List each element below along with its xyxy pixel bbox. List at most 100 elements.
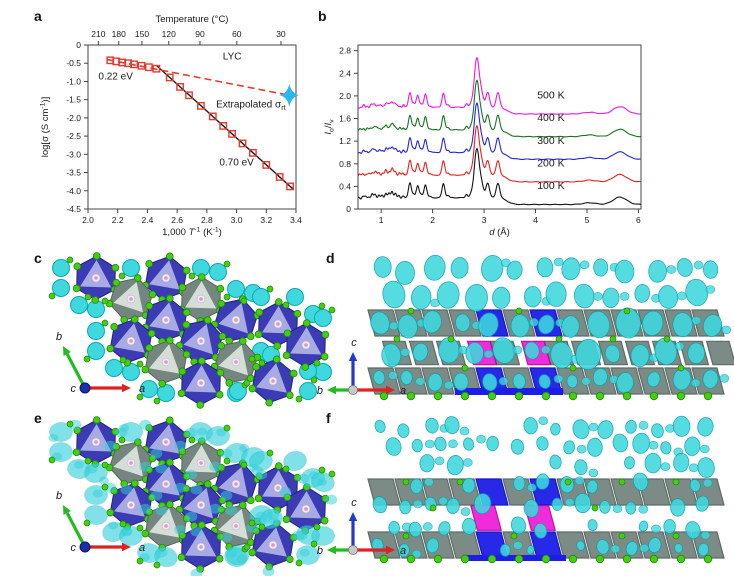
isosurface-structure bbox=[367, 254, 734, 401]
y-axis-title: Io/Iv bbox=[323, 119, 336, 135]
panel-label-f: f bbox=[326, 410, 331, 426]
svg-text:0.4: 0.4 bbox=[339, 181, 351, 191]
annotation-1: 0.22 eV bbox=[98, 72, 133, 83]
panel-e-structure-isosurface-top-view: b a c bbox=[48, 416, 338, 576]
chlorine-atoms bbox=[379, 307, 713, 401]
trace-label-100k: 100 K bbox=[537, 180, 564, 192]
axis-indicator: c b a bbox=[317, 497, 406, 557]
panel-label-b: b bbox=[318, 8, 327, 24]
panel-label-a: a bbox=[34, 8, 42, 24]
y-axis-title: log[σ (S cm-1)] bbox=[40, 97, 52, 158]
svg-text:-0.5: -0.5 bbox=[66, 58, 81, 68]
annotation-3: 0.70 eV bbox=[219, 157, 254, 168]
axis-origin-dot bbox=[348, 545, 358, 555]
axis-label-a: a bbox=[139, 542, 145, 554]
panel-c-structure-top-view: b a c bbox=[48, 252, 336, 409]
data-points-squares bbox=[106, 56, 294, 191]
svg-text:5: 5 bbox=[585, 215, 590, 225]
svg-text:30: 30 bbox=[276, 29, 286, 39]
panel-label-d: d bbox=[326, 250, 335, 266]
plot-a: 2.0 2.2 2.4 2.6 2.8 3.0 3.2 3.4 0 -0.5 -1.0 -1.5 -2.… bbox=[40, 14, 303, 238]
annotation-0: LYC bbox=[223, 52, 242, 63]
svg-text:1.6: 1.6 bbox=[339, 114, 351, 124]
axis-label-b: b bbox=[56, 331, 62, 343]
svg-text:150: 150 bbox=[135, 29, 149, 39]
trace-500k bbox=[357, 56, 641, 115]
svg-text:1.2: 1.2 bbox=[339, 136, 351, 146]
svg-text:0: 0 bbox=[76, 40, 81, 50]
svg-text:210: 210 bbox=[91, 29, 105, 39]
svg-text:-1.5: -1.5 bbox=[66, 95, 81, 105]
top-axis-title: Temperature (°C) bbox=[156, 14, 229, 25]
trace-200k bbox=[357, 124, 641, 183]
svg-text:-4.0: -4.0 bbox=[66, 186, 81, 196]
svg-text:120: 120 bbox=[162, 29, 176, 39]
axis-label-c: c bbox=[71, 542, 77, 554]
panel-a-arrhenius-plot: 2.0 2.2 2.4 2.6 2.8 3.0 3.2 3.4 0 -0.5 -1.0 -1.5 -2.… bbox=[40, 14, 303, 238]
axis-c-out-of-plane-dot bbox=[79, 382, 91, 394]
annotation-2: Extrapolated σrt bbox=[216, 100, 286, 113]
svg-text:2.8: 2.8 bbox=[201, 215, 213, 225]
axis-label-a: a bbox=[400, 545, 406, 557]
svg-text:2.4: 2.4 bbox=[142, 215, 154, 225]
svg-text:2.6: 2.6 bbox=[171, 215, 183, 225]
li-isosurface-blobs bbox=[370, 254, 732, 394]
svg-text:-3.0: -3.0 bbox=[66, 149, 81, 159]
axis-label-b: b bbox=[56, 490, 62, 502]
svg-text:6: 6 bbox=[636, 215, 641, 225]
svg-text:-2.5: -2.5 bbox=[66, 131, 81, 141]
chlorine-atoms bbox=[379, 478, 713, 564]
svg-text:3.2: 3.2 bbox=[260, 215, 272, 225]
trace-label-200k: 200 K bbox=[537, 157, 564, 169]
svg-text:90: 90 bbox=[195, 29, 205, 39]
svg-text:2.8: 2.8 bbox=[339, 46, 351, 56]
axis-c-out-of-plane-dot bbox=[79, 541, 91, 553]
rt-star-marker bbox=[279, 83, 299, 107]
svg-text:1: 1 bbox=[379, 215, 384, 225]
trace-label-500k: 500 K bbox=[537, 90, 564, 102]
svg-text:60: 60 bbox=[232, 29, 242, 39]
axis-indicator: b a c bbox=[56, 490, 145, 554]
axis-label-b: b bbox=[317, 385, 323, 397]
x-axis-title: 1,000 T-1 (K-1) bbox=[162, 227, 222, 239]
panel-b-diffraction-plot: 1 2 3 4 5 6 0 0.4 0.8 1.2 1.6 2.0 2.4 2.8 d (Å) Io/Iv 50… bbox=[323, 44, 642, 238]
axis-label-a: a bbox=[400, 385, 406, 397]
svg-text:-3.5: -3.5 bbox=[66, 168, 81, 178]
svg-text:2.0: 2.0 bbox=[82, 215, 94, 225]
trace-300k bbox=[357, 102, 641, 161]
plot-b: 1 2 3 4 5 6 0 0.4 0.8 1.2 1.6 2.0 2.4 2.8 d (Å) Io/Iv 50… bbox=[323, 44, 642, 238]
svg-text:0: 0 bbox=[346, 204, 351, 214]
trace-100k bbox=[357, 147, 641, 206]
fit-line-070ev bbox=[155, 64, 295, 191]
axis-label-c: c bbox=[71, 383, 77, 395]
svg-text:3.4: 3.4 bbox=[290, 215, 302, 225]
li-isosurface-blobs bbox=[48, 419, 338, 576]
li-isosurface-blobs bbox=[371, 415, 715, 559]
svg-text:-4.5: -4.5 bbox=[66, 204, 81, 214]
svg-text:4: 4 bbox=[533, 215, 538, 225]
structure bbox=[48, 252, 336, 409]
trace-label-300k: 300 K bbox=[537, 135, 564, 147]
svg-text:0.8: 0.8 bbox=[339, 159, 351, 169]
svg-text:3.0: 3.0 bbox=[231, 215, 243, 225]
svg-text:2.2: 2.2 bbox=[112, 215, 124, 225]
trace-label-400k: 400 K bbox=[537, 112, 564, 124]
panel-f-isosurface-side-view: c b a bbox=[317, 415, 725, 564]
svg-text:2.4: 2.4 bbox=[339, 68, 351, 78]
svg-text:2.0: 2.0 bbox=[339, 91, 351, 101]
svg-text:3: 3 bbox=[482, 215, 487, 225]
axis-origin-dot bbox=[348, 385, 358, 395]
axis-label-c: c bbox=[351, 497, 357, 509]
axis-label-a: a bbox=[139, 383, 145, 395]
panel-label-e: e bbox=[34, 410, 42, 426]
extrapolation-line bbox=[107, 58, 290, 97]
isosurface-structure bbox=[367, 415, 725, 564]
structure-with-isosurface bbox=[48, 416, 338, 576]
svg-text:-2.0: -2.0 bbox=[66, 113, 81, 123]
svg-text:-1.0: -1.0 bbox=[66, 76, 81, 86]
x-axis-title: d (Å) bbox=[489, 227, 510, 238]
svg-text:180: 180 bbox=[112, 29, 126, 39]
panel-d-isosurface-side-view: c b a bbox=[317, 254, 734, 401]
axis-label-b: b bbox=[317, 545, 323, 557]
